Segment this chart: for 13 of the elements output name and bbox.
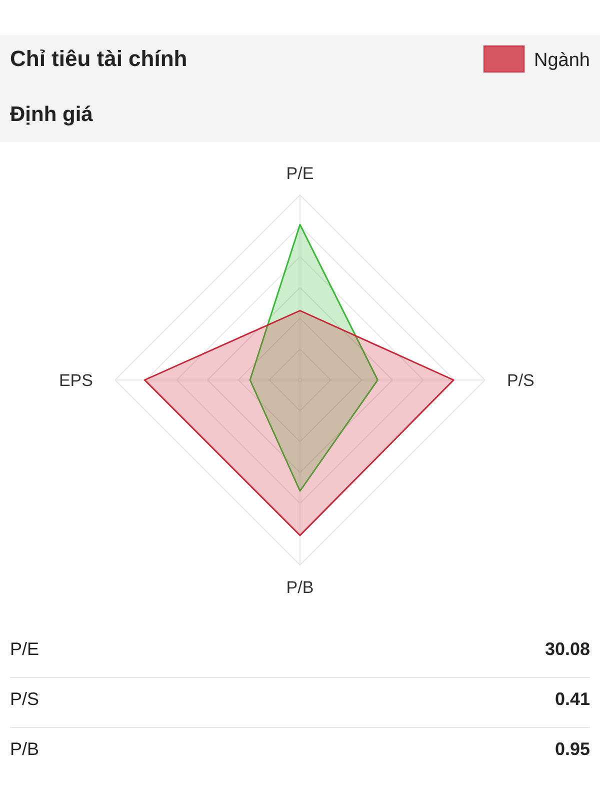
text: P/S <box>10 689 40 709</box>
spoke-label: P/E <box>286 164 314 183</box>
text: 0.95 <box>554 739 590 759</box>
spoke-label: P/S <box>507 371 534 390</box>
text: P/B <box>10 739 40 759</box>
spoke-label: P/B <box>286 578 314 597</box>
text: 0.41 <box>554 689 590 709</box>
text: 30.08 <box>544 639 590 659</box>
spoke-label: EPS <box>58 371 93 390</box>
chart-title: Chỉ tiêu tài chính <box>10 46 188 71</box>
text: P/E <box>10 639 40 659</box>
legend-label: Ngành <box>534 50 590 71</box>
text: Định giá <box>10 103 94 126</box>
